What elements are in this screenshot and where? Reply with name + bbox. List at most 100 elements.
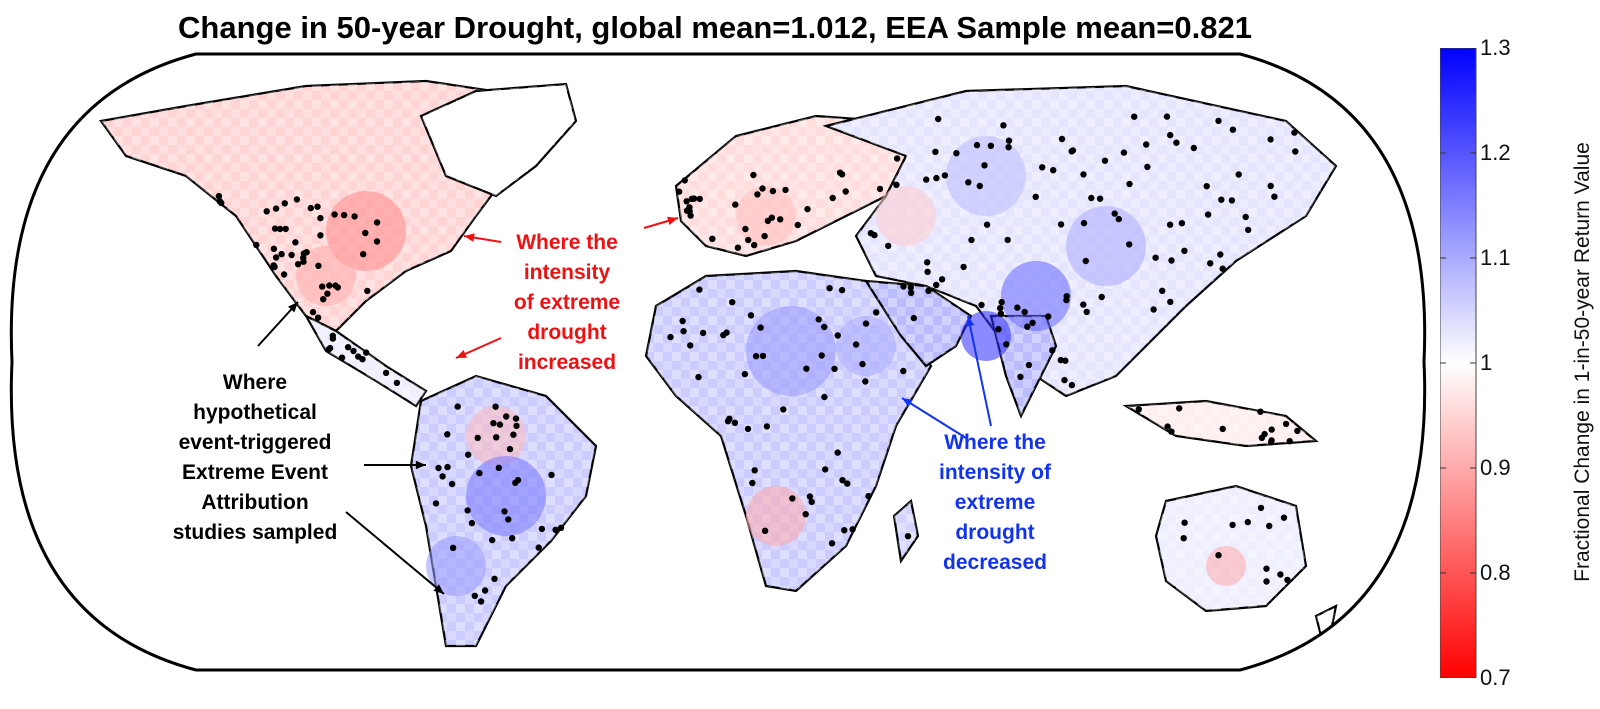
study-sample-dot	[873, 309, 880, 316]
study-sample-dot	[1068, 381, 1076, 389]
study-sample-dot	[1131, 113, 1138, 120]
study-sample-dot	[729, 299, 736, 306]
study-sample-dot	[968, 236, 975, 244]
arrow-sampled-north-america-head	[288, 302, 298, 313]
study-sample-dot	[477, 598, 485, 605]
study-sample-dot	[1219, 425, 1226, 433]
study-sample-dot	[444, 463, 451, 471]
study-sample-dot	[1258, 434, 1266, 441]
study-sample-dot	[1173, 139, 1180, 146]
region-tint	[1206, 546, 1246, 586]
study-sample-dot	[344, 344, 352, 351]
globe-outline	[9, 52, 1427, 672]
study-sample-dot	[838, 171, 846, 178]
study-sample-dot	[317, 232, 324, 239]
study-sample-dot	[1126, 241, 1133, 248]
region-tint	[961, 311, 1011, 361]
study-sample-dot	[300, 258, 307, 265]
study-sample-dot	[489, 536, 496, 544]
study-sample-dot	[1282, 420, 1290, 428]
chart-title: Change in 50-year Drought, global mean=1…	[178, 10, 1252, 45]
study-sample-dot	[965, 179, 972, 186]
study-sample-dot	[435, 464, 442, 472]
colorbar-tick-label: 0.9	[1480, 455, 1511, 480]
study-sample-dot	[782, 186, 789, 194]
study-sample-dot	[675, 188, 683, 195]
study-sample-dot	[907, 289, 915, 296]
study-sample-dot	[1000, 122, 1007, 129]
study-sample-dot	[319, 283, 326, 290]
study-sample-dot	[253, 241, 260, 249]
study-sample-dot	[1143, 141, 1150, 148]
study-sample-dot	[1219, 265, 1226, 272]
study-sample-dot	[263, 208, 270, 215]
land-texture-madagascar	[894, 501, 918, 561]
study-sample-dot	[513, 422, 520, 430]
study-sample-dot	[831, 365, 838, 372]
colorbar-gradient	[1439, 47, 1477, 679]
study-sample-dot	[364, 287, 371, 295]
study-sample-dot	[859, 360, 866, 368]
annotation-line: decreased	[943, 551, 1047, 574]
annotation-line: extreme	[954, 491, 1036, 514]
study-sample-dot	[752, 353, 760, 360]
study-sample-dot	[538, 525, 546, 533]
study-sample-dot	[474, 434, 481, 442]
colorbar-label: Fractional Change in 1-in-50-year Return…	[1571, 142, 1594, 582]
study-sample-dot	[326, 282, 333, 289]
study-sample-dot	[491, 575, 498, 582]
study-sample-dot	[747, 312, 755, 319]
study-sample-dot	[1063, 296, 1070, 304]
region-tint	[1066, 206, 1146, 286]
study-sample-dot	[1292, 148, 1299, 155]
arrow-sampled-south-america-head	[415, 460, 426, 470]
study-sample-dot	[764, 217, 772, 225]
study-sample-dot	[1135, 406, 1143, 413]
study-sample-dot	[1267, 182, 1274, 190]
annotation-line: drought	[955, 521, 1035, 544]
study-sample-dot	[1167, 298, 1174, 306]
study-sample-dot	[393, 379, 401, 387]
study-sample-dot	[699, 329, 707, 337]
study-sample-dot	[1180, 535, 1187, 542]
study-sample-dot	[1080, 171, 1087, 178]
region-tint	[736, 186, 796, 246]
colorbar-tick-label: 1	[1480, 350, 1493, 375]
study-sample-dot	[769, 187, 777, 195]
study-sample-dot	[1167, 131, 1174, 139]
study-sample-dot	[1058, 135, 1066, 143]
study-sample-dot	[973, 141, 981, 149]
study-sample-dot	[953, 150, 960, 157]
study-sample-dot	[278, 250, 285, 258]
study-sample-dot	[320, 296, 327, 303]
region-tint	[466, 456, 546, 536]
study-sample-dot	[292, 239, 299, 246]
annotation-line: Extreme Event	[182, 461, 328, 484]
colorbar-tick-label: 0.7	[1480, 665, 1511, 690]
study-sample-dot	[1096, 195, 1104, 202]
study-sample-dot	[294, 261, 302, 268]
study-sample-dot	[724, 418, 732, 425]
study-sample-dot	[834, 449, 841, 456]
study-sample-dot	[1082, 257, 1090, 265]
study-sample-dot	[751, 467, 758, 474]
study-sample-dot	[687, 342, 694, 349]
study-sample-dot	[821, 323, 828, 331]
region-tint	[876, 186, 936, 246]
study-sample-dot	[1049, 347, 1056, 354]
study-sample-dot	[751, 241, 758, 249]
study-sample-dot	[997, 304, 1004, 312]
study-sample-dot	[1159, 287, 1166, 294]
study-sample-dot	[821, 393, 828, 401]
study-sample-dot	[557, 524, 565, 531]
study-sample-dot	[815, 316, 822, 323]
study-sample-dot	[449, 544, 457, 551]
land-texture-greenland	[421, 84, 576, 196]
study-sample-dot	[496, 421, 504, 428]
study-sample-dot	[1277, 571, 1284, 578]
study-sample-dot	[732, 201, 739, 208]
land-texture-se-asia-islands	[1126, 401, 1316, 446]
study-sample-dot	[490, 420, 497, 427]
study-sample-dot	[893, 155, 901, 162]
study-sample-dot	[1032, 193, 1039, 200]
